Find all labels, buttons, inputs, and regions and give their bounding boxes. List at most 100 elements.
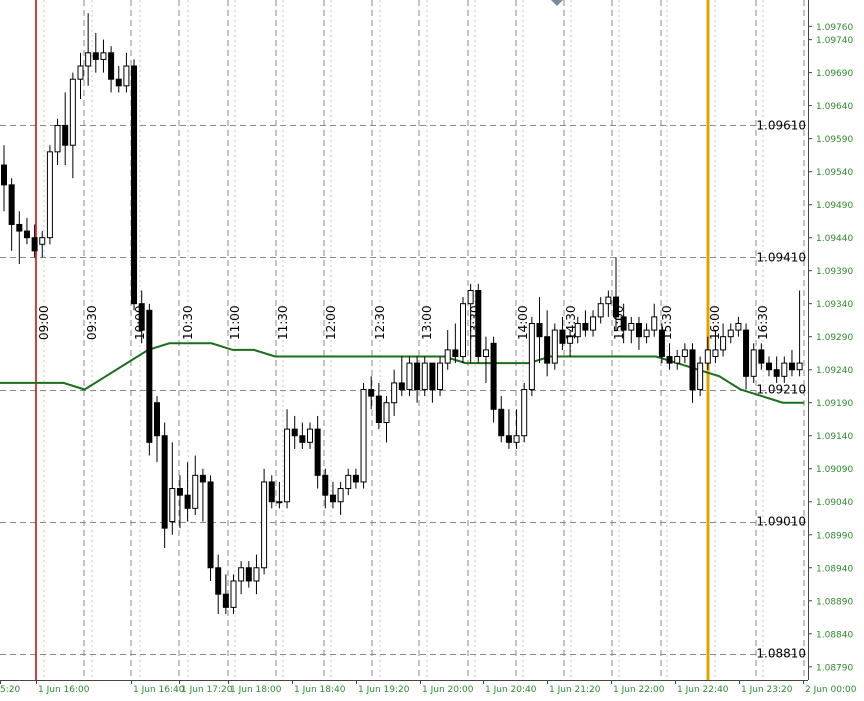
candle-body (750, 349, 757, 377)
candle-body (406, 362, 413, 391)
candle (689, 343, 696, 403)
candle (16, 211, 23, 265)
candle (582, 310, 589, 337)
candle-body (551, 329, 558, 364)
price-tick-label: 1.08840 (816, 630, 853, 640)
candle-body (482, 349, 489, 358)
candle (207, 475, 214, 581)
candle-body (1, 164, 7, 186)
candle (108, 46, 115, 93)
candle-body (536, 322, 543, 338)
candle-body (199, 474, 206, 483)
level-label: 1.09010 (756, 515, 806, 529)
candle-body (69, 78, 76, 146)
price-tick-label: 1.09640 (816, 102, 853, 112)
candle-body (62, 124, 69, 146)
candle (115, 66, 122, 93)
candle (437, 356, 444, 397)
candle (54, 118, 61, 166)
candle-body (521, 389, 528, 437)
level-label: 1.08810 (756, 647, 806, 661)
candle-body (635, 322, 642, 338)
candle-body (505, 435, 512, 443)
time-tick-label: 1 Jun 17:20 (181, 685, 233, 695)
time-tick-label: 1 Jun 20:00 (422, 685, 474, 695)
candle-body (184, 494, 191, 509)
candle-body (383, 402, 390, 424)
candle (307, 422, 313, 449)
scroll-marker-icon[interactable] (551, 0, 563, 6)
candle (199, 468, 206, 522)
candle (743, 323, 750, 390)
candle-body (414, 362, 421, 391)
candle (421, 356, 428, 397)
candle-body (307, 428, 313, 443)
candle-body (207, 481, 214, 569)
candle (215, 554, 222, 614)
candle (551, 323, 558, 370)
candle-body (230, 580, 237, 608)
candle-body (276, 501, 283, 504)
candle (299, 422, 306, 449)
candle (268, 475, 275, 509)
candle-body (704, 349, 711, 364)
candle (375, 382, 382, 430)
candle (39, 231, 46, 258)
session-label: 11:30 (276, 305, 290, 340)
candle-body (92, 52, 99, 60)
time-tick-label: 1 Jun 22:00 (613, 685, 665, 695)
candle (498, 396, 505, 443)
candle-body (528, 322, 535, 391)
level-labels: 1.09610 1.09410 1.09210 1.09010 1.08810 (756, 118, 806, 660)
candle-body (643, 329, 650, 338)
time-tick-label: 1 Jun 23:20 (741, 685, 793, 695)
price-tick-label: 1.09290 (816, 333, 853, 343)
candle (23, 217, 30, 245)
candle (490, 336, 497, 423)
candle-body (138, 303, 145, 331)
candle (131, 59, 138, 311)
time-tick-label: 1 Jun 21:20 (549, 685, 601, 695)
candle-body (467, 289, 474, 305)
candle (31, 224, 38, 258)
session-label: 16:30 (756, 305, 770, 340)
candle (391, 369, 398, 416)
candle (697, 356, 704, 397)
candle (643, 323, 650, 344)
session-label: 13:00 (420, 305, 434, 340)
price-tick-label: 1.09690 (816, 69, 853, 79)
candle (651, 303, 658, 337)
candle (559, 316, 566, 350)
candle-body (766, 362, 772, 371)
candle-body (421, 362, 428, 391)
candle (314, 415, 321, 489)
candle (146, 303, 153, 456)
candle-body (452, 349, 459, 358)
candle-body (490, 342, 497, 410)
candle (284, 409, 291, 509)
candle-body (727, 329, 734, 338)
candle (360, 382, 367, 489)
candle-body (23, 230, 30, 239)
price-tick-label: 1.09490 (816, 201, 853, 211)
candle (681, 343, 688, 364)
candle-body (146, 309, 153, 443)
candle (720, 323, 727, 357)
candle (475, 283, 482, 364)
candle (735, 316, 742, 337)
candle-body (574, 322, 581, 338)
candle-body (658, 329, 665, 358)
time-tick-label: 1 Jun 20:40 (485, 685, 537, 695)
price-tick-label: 1.08790 (816, 663, 853, 673)
candle (161, 422, 168, 548)
candle (398, 356, 405, 397)
candle (184, 462, 191, 522)
candle-body (299, 435, 306, 443)
candle-body (192, 474, 199, 509)
candle-body (100, 52, 107, 60)
time-tick-label: 1 Jun 22:40 (677, 685, 729, 695)
candle (750, 343, 757, 383)
candle-body (781, 362, 788, 377)
candle-body (375, 395, 382, 424)
